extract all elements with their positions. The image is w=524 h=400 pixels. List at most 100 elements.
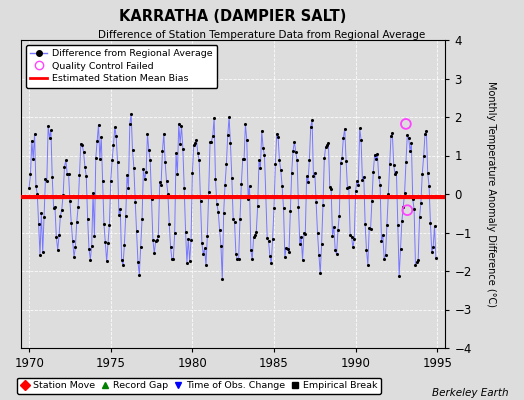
- Point: [375, 174, 383, 180]
- Point: [174, 120, 183, 127]
- Point: [279, 205, 288, 212]
- Point: [399, 204, 408, 210]
- Point: [309, 173, 318, 179]
- Point: [255, 157, 263, 164]
- Point: [56, 212, 64, 219]
- Point: [249, 234, 258, 241]
- Point: [247, 247, 255, 254]
- Point: [161, 159, 169, 166]
- Point: [369, 168, 377, 175]
- Point: [358, 176, 367, 183]
- Point: [124, 185, 133, 191]
- Point: [336, 160, 345, 166]
- Point: [75, 172, 84, 178]
- Point: [213, 201, 221, 207]
- Point: [122, 213, 130, 219]
- Point: [105, 222, 114, 228]
- Point: [304, 179, 312, 185]
- Text: Berkeley Earth: Berkeley Earth: [432, 388, 508, 398]
- Point: [104, 240, 112, 246]
- Point: [52, 234, 61, 240]
- Point: [386, 160, 394, 167]
- Point: [355, 125, 364, 132]
- Point: [359, 174, 368, 180]
- Point: [202, 262, 210, 269]
- Point: [330, 224, 338, 230]
- Point: [93, 138, 101, 144]
- Point: [271, 161, 279, 168]
- Point: [69, 238, 77, 244]
- Point: [139, 166, 148, 172]
- Point: [48, 174, 57, 181]
- Point: [327, 186, 335, 192]
- Point: [267, 260, 276, 266]
- Point: [394, 221, 402, 228]
- Point: [335, 212, 344, 219]
- Point: [364, 262, 372, 268]
- Point: [215, 226, 224, 233]
- Point: [90, 233, 99, 240]
- Point: [185, 258, 194, 264]
- Point: [294, 204, 303, 210]
- Point: [85, 245, 93, 252]
- Point: [406, 147, 414, 154]
- Point: [389, 162, 398, 168]
- Point: [278, 183, 286, 190]
- Point: [158, 148, 167, 154]
- Point: [71, 244, 80, 251]
- Point: [236, 216, 244, 222]
- Point: [101, 239, 110, 245]
- Point: [346, 232, 354, 238]
- Point: [274, 134, 282, 140]
- Point: [237, 181, 246, 187]
- Point: [320, 155, 329, 162]
- Point: [300, 230, 308, 236]
- Point: [200, 245, 209, 252]
- Point: [403, 207, 411, 213]
- Point: [142, 169, 150, 175]
- Point: [218, 276, 226, 282]
- Point: [305, 157, 313, 163]
- Point: [119, 262, 127, 268]
- Point: [30, 131, 39, 137]
- Point: [106, 178, 115, 184]
- Point: [238, 156, 247, 162]
- Point: [379, 232, 387, 238]
- Point: [81, 163, 89, 170]
- Point: [297, 234, 305, 240]
- Point: [64, 171, 73, 177]
- Point: [380, 256, 388, 262]
- Point: [354, 182, 363, 188]
- Point: [291, 149, 300, 155]
- Point: [220, 210, 228, 216]
- Point: [229, 216, 237, 222]
- Point: [165, 221, 173, 227]
- Point: [195, 157, 203, 164]
- Point: [296, 241, 304, 248]
- Point: [409, 196, 417, 203]
- Point: [67, 220, 75, 227]
- Point: [39, 249, 47, 255]
- Point: [143, 131, 151, 138]
- Point: [234, 256, 243, 262]
- Point: [286, 208, 294, 215]
- Point: [263, 234, 271, 241]
- Point: [311, 170, 319, 176]
- Point: [259, 145, 267, 151]
- Point: [232, 250, 240, 257]
- Point: [407, 140, 416, 146]
- Point: [199, 251, 208, 258]
- Point: [256, 165, 265, 171]
- Point: [162, 178, 171, 184]
- Point: [425, 183, 433, 189]
- Point: [387, 133, 395, 140]
- Point: [343, 184, 352, 191]
- Point: [426, 220, 434, 226]
- Point: [62, 157, 70, 164]
- Point: [180, 185, 189, 191]
- Point: [224, 132, 232, 138]
- Point: [210, 115, 219, 121]
- Point: [396, 246, 405, 253]
- Point: [418, 171, 427, 177]
- Point: [134, 259, 142, 265]
